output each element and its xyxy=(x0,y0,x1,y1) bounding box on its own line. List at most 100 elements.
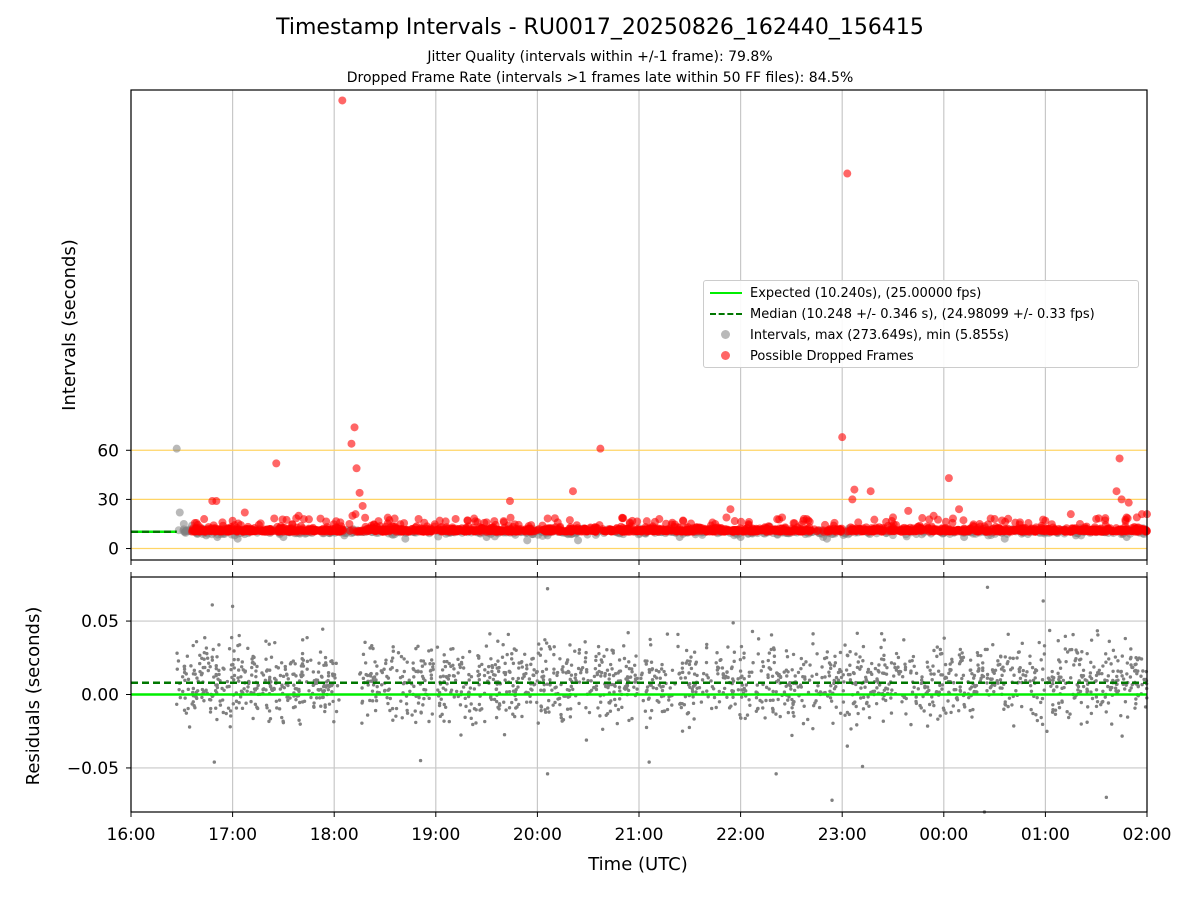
residual-point xyxy=(968,668,972,672)
residual-point xyxy=(845,653,850,657)
dropped-frame-point xyxy=(889,513,897,522)
residual-point xyxy=(958,688,962,693)
residual-point xyxy=(391,718,395,722)
residual-point xyxy=(423,688,428,692)
residual-point xyxy=(1079,722,1083,726)
residual-point xyxy=(509,657,514,661)
residual-point xyxy=(1079,700,1084,705)
residual-point xyxy=(400,674,405,679)
residual-point xyxy=(530,657,534,661)
residual-point xyxy=(535,700,539,705)
residual-point xyxy=(648,637,652,642)
residual-point xyxy=(484,644,489,648)
residual-point xyxy=(665,707,670,712)
residual-point xyxy=(828,666,833,671)
dropped-frame-point xyxy=(402,527,411,536)
residual-point xyxy=(719,657,723,662)
residual-point xyxy=(323,705,327,709)
residual-point xyxy=(606,685,610,690)
residual-point xyxy=(608,662,613,667)
residual-point xyxy=(412,667,416,672)
residual-point xyxy=(922,709,926,713)
residual-point xyxy=(382,667,386,671)
residual-point xyxy=(716,672,720,676)
residual-point xyxy=(1104,660,1108,664)
residual-point xyxy=(273,640,277,645)
residual-point xyxy=(959,655,963,660)
residual-point xyxy=(536,642,541,646)
residual-point xyxy=(239,665,244,669)
residual-point xyxy=(981,668,985,673)
residual-point xyxy=(234,699,239,703)
legend-label-dropped: Possible Dropped Frames xyxy=(750,348,914,364)
residual-point xyxy=(678,702,682,706)
residual-point xyxy=(429,648,434,652)
residual-point xyxy=(561,665,565,669)
residual-point xyxy=(389,659,394,663)
residual-point xyxy=(368,698,372,703)
residual-point xyxy=(788,680,792,685)
residual-point xyxy=(1095,670,1100,675)
residual-point xyxy=(567,670,571,675)
residual-point xyxy=(391,649,396,653)
residual-point xyxy=(512,714,517,719)
residual-point xyxy=(858,655,862,659)
residual-point xyxy=(384,661,388,666)
residual-point xyxy=(452,674,456,678)
residual-point xyxy=(764,698,768,703)
residual-point xyxy=(275,706,279,710)
residual-point xyxy=(855,665,860,670)
residual-point xyxy=(371,683,376,687)
residual-point xyxy=(544,667,549,671)
residual-point xyxy=(199,672,204,677)
residual-point xyxy=(175,667,179,671)
residual-point xyxy=(193,706,197,710)
residual-point xyxy=(490,665,495,670)
residual-point xyxy=(626,688,631,693)
residual-point xyxy=(766,673,770,677)
residual-point xyxy=(449,688,454,692)
residual-point xyxy=(1063,634,1068,639)
residual-point xyxy=(500,655,505,659)
residual-point xyxy=(294,697,298,702)
residual-point xyxy=(1003,702,1007,706)
residual-point xyxy=(766,675,770,680)
interval-marker-swatch xyxy=(710,325,742,345)
residual-point xyxy=(420,664,425,668)
residual-point xyxy=(588,690,592,694)
residual-point xyxy=(466,694,471,699)
residual-point xyxy=(307,689,311,693)
residual-point xyxy=(903,667,908,672)
residual-point xyxy=(776,697,780,702)
residual-point xyxy=(1057,675,1061,679)
residual-point xyxy=(305,635,309,640)
residual-point xyxy=(725,670,729,674)
residual-point xyxy=(416,644,420,648)
residual-point xyxy=(194,695,199,700)
residual-point xyxy=(599,658,603,662)
residual-point xyxy=(981,674,986,679)
dropped-frame-point xyxy=(838,433,847,442)
residual-point xyxy=(412,684,416,689)
dropped-frame-point xyxy=(363,527,372,536)
residual-point xyxy=(791,702,795,707)
residual-point xyxy=(239,675,243,679)
residual-point xyxy=(456,657,460,662)
residual-point xyxy=(940,687,944,691)
residual-point xyxy=(592,674,597,679)
dropped-frame-point xyxy=(1041,527,1050,536)
residual-point xyxy=(361,676,366,681)
residual-point xyxy=(246,685,250,689)
residual-point xyxy=(309,695,313,700)
residual-point xyxy=(539,647,543,651)
residual-point xyxy=(687,671,691,675)
residual-point xyxy=(968,708,972,713)
intervals-y-axis-label: Intervals (seconds) xyxy=(59,239,80,411)
residual-point xyxy=(212,675,216,679)
residual-point xyxy=(559,716,563,720)
residual-point xyxy=(838,650,843,655)
residual-point xyxy=(331,673,335,678)
legend-entry-median: Median (10.248 +/- 0.346 s), (24.98099 +… xyxy=(710,304,1095,324)
residual-point xyxy=(644,662,648,666)
residual-point xyxy=(255,664,259,669)
